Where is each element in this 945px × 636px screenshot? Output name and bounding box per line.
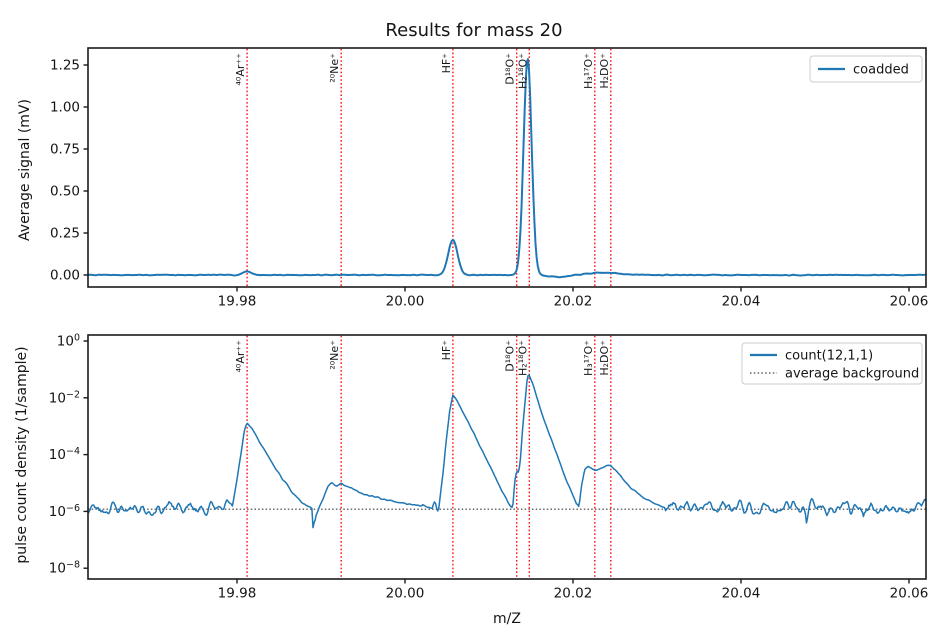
top-y-tick-label: 0.75	[50, 142, 80, 158]
top-species-label: ⁴⁰Ar⁺⁺	[234, 53, 247, 86]
bottom-y-tick-label: 10−6	[49, 503, 80, 520]
top-x-tick-label: 20.00	[386, 294, 425, 310]
bottom-species-label: ²⁰Ne⁺	[328, 340, 341, 370]
top-y-tick-label: 0.50	[50, 184, 80, 200]
reference-vlines	[246, 335, 612, 579]
bottom-species-label: HF⁺	[440, 340, 453, 361]
top-y-tick-label: 0.25	[50, 226, 80, 242]
top-y-tick-label: 1.00	[50, 100, 80, 116]
bottom-y-tick-label: 10−4	[49, 446, 80, 463]
top-x-tick-label: 20.06	[890, 294, 929, 310]
top-legend-label: coadded	[853, 63, 909, 78]
top-x-tick-label: 20.04	[722, 294, 761, 310]
top-x-tick-label: 19.98	[218, 294, 257, 310]
top-species-label: D¹⁸O⁺	[504, 53, 517, 85]
figure-title: Results for mass 20	[385, 20, 562, 41]
pulse-count-curve	[87, 374, 927, 529]
bottom-legend-label-background: average background	[785, 367, 919, 382]
bottom-y-axis-label: pulse count density (1/sample)	[14, 346, 30, 563]
bottom-y-tick-label: 10−8	[49, 560, 80, 577]
bottom-legend-box	[741, 342, 923, 385]
bottom-species-label: H₂DO⁺	[598, 340, 611, 376]
x-axis-label: m/Z	[493, 611, 521, 627]
top-species-label: HF⁺	[440, 53, 453, 74]
bottom-legend: count(12,1,1) average background	[741, 342, 923, 385]
reference-vlines	[246, 48, 612, 287]
bottom-x-tick-label: 20.06	[890, 586, 929, 602]
bottom-y-tick-label: 100	[57, 333, 80, 350]
bottom-axes-frame	[87, 334, 927, 580]
top-y-tick-label: 0.00	[50, 268, 80, 284]
top-species-label: H₂¹⁸O⁺	[516, 53, 529, 89]
generated-plot-marks: 19.98 20.00 20.02 20.04 20.06 19.98 20.00 20.02…	[49, 47, 929, 602]
top-species-label: H₂DO⁺	[598, 53, 611, 89]
bottom-species-label: H₂¹⁸O⁺	[516, 340, 529, 376]
bottom-x-tick-label: 20.02	[554, 586, 593, 602]
bottom-x-tick-label: 19.98	[218, 586, 257, 602]
bottom-species-label: D¹⁸O⁺	[504, 340, 517, 372]
bottom-species-label: ⁴⁰Ar⁺⁺	[234, 340, 247, 373]
top-legend: coadded	[809, 55, 923, 83]
top-species-label: H₃¹⁷O⁺	[582, 53, 595, 89]
bottom-species-label: H₃¹⁷O⁺	[582, 340, 595, 376]
top-legend-box	[809, 55, 923, 83]
bottom-legend-label-count: count(12,1,1)	[785, 349, 873, 364]
top-axes-frame	[87, 47, 927, 288]
bottom-x-tick-label: 20.00	[386, 586, 425, 602]
top-x-tick-label: 20.02	[554, 294, 593, 310]
coadded-signal-curve	[88, 58, 926, 279]
top-y-axis-label: Average signal (mV)	[17, 99, 33, 241]
bottom-y-tick-label: 10−2	[49, 389, 80, 406]
bottom-x-tick-label: 20.04	[722, 586, 761, 602]
top-species-label: ²⁰Ne⁺	[328, 53, 341, 83]
top-y-tick-label: 1.25	[50, 58, 80, 74]
